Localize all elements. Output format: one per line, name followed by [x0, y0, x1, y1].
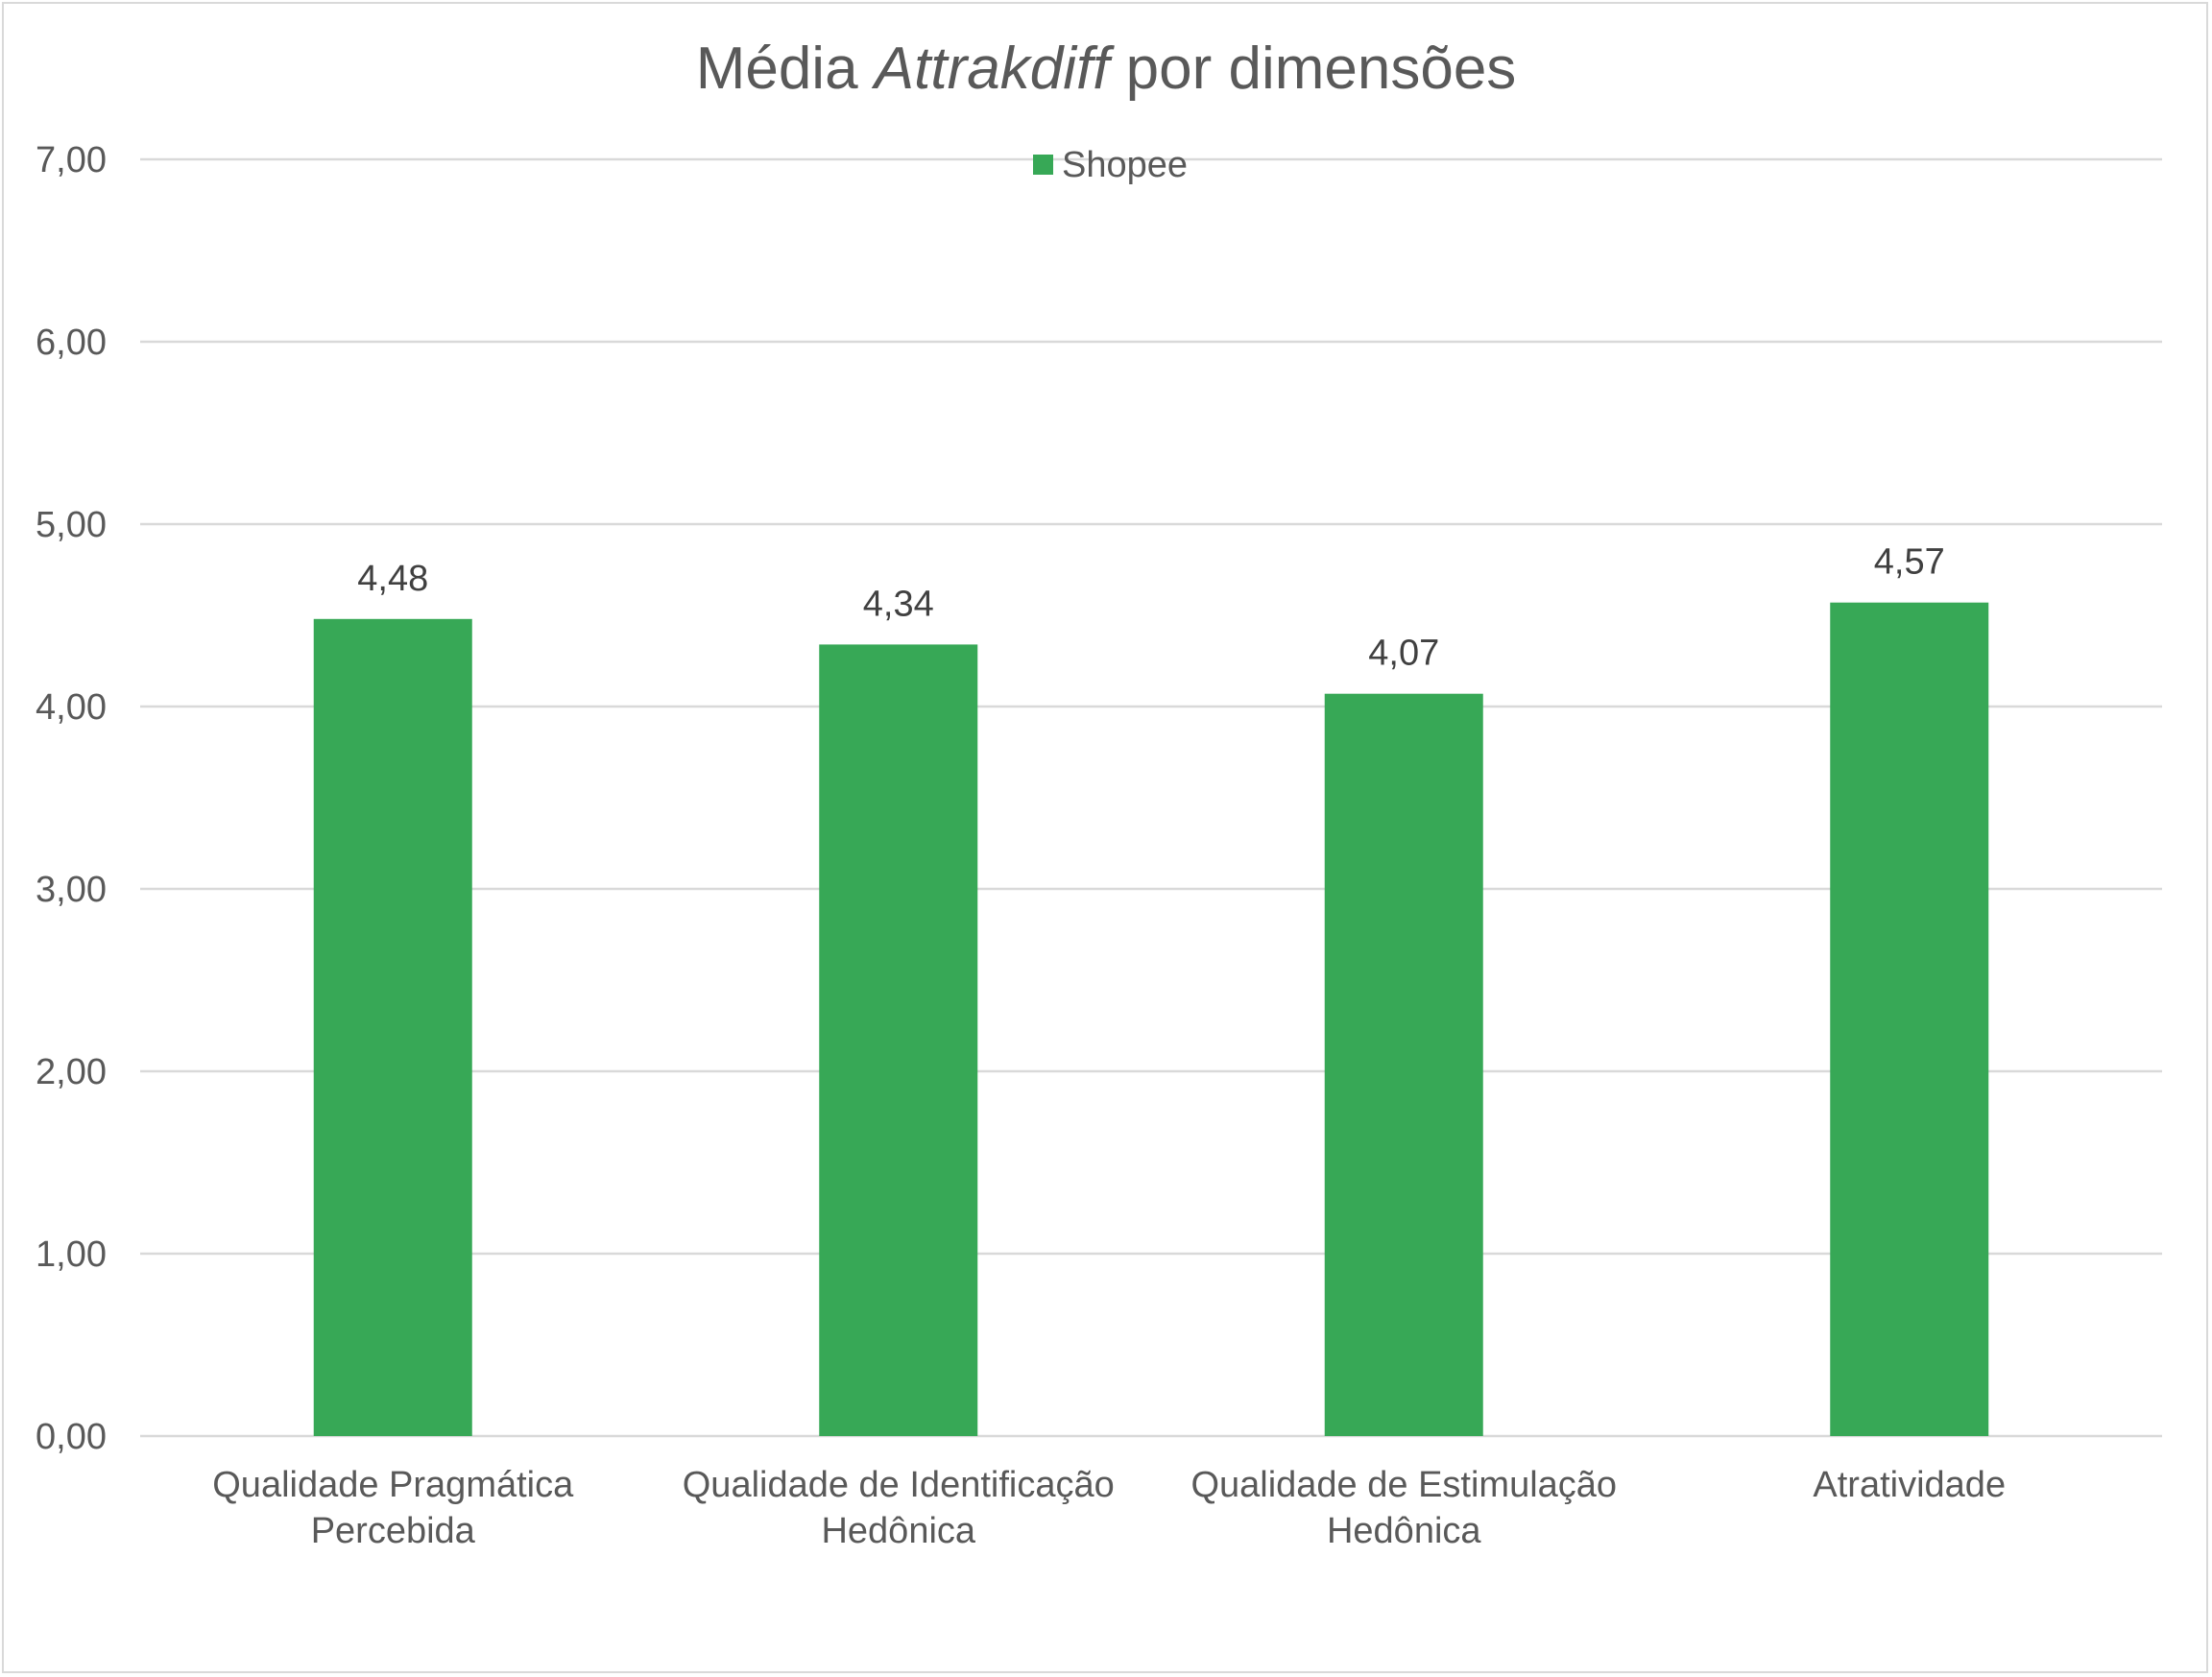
category-label-2: Qualidade de Estimulação Hedônica: [1190, 1465, 1617, 1551]
category-label-0-line-1: Percebida: [311, 1511, 476, 1551]
category-label-1-line-0: Qualidade de Identificação: [683, 1465, 1115, 1505]
y-tick-label-6: 6,00: [36, 323, 107, 363]
chart-title-after: por dimensões: [1109, 36, 1516, 102]
bar-1: [819, 644, 978, 1436]
legend: Shopee: [1033, 145, 1188, 185]
y-tick-label-1: 1,00: [36, 1234, 107, 1275]
legend-swatch-shopee: [1033, 155, 1053, 175]
data-label-2: 4,07: [1368, 634, 1439, 674]
category-label-3-line-0: Atratividade: [1813, 1465, 2006, 1505]
y-tick-label-4: 4,00: [36, 687, 107, 728]
chart-title-italic: Attrakdiff: [871, 36, 1115, 102]
bar-2: [1324, 693, 1483, 1436]
bar-0: [313, 618, 472, 1436]
category-label-1-line-1: Hedônica: [821, 1511, 975, 1551]
chart-title-before: Média: [696, 36, 875, 102]
bars: [313, 602, 1989, 1436]
data-label-3: 4,57: [1874, 542, 1945, 583]
data-label-0: 4,48: [357, 559, 428, 599]
data-label-1: 4,34: [863, 584, 934, 624]
y-axis-tick-labels: 0,00 1,00 2,00 3,00 4,00 5,00 6,00 7,00: [36, 140, 107, 1457]
category-label-0: Qualidade Pragmática Percebida: [212, 1465, 574, 1551]
chart-title: Média Attrakdiff por dimensões: [696, 36, 1517, 102]
category-labels: Qualidade Pragmática Percebida Qualidade d…: [212, 1465, 2006, 1551]
y-tick-label-5: 5,00: [36, 505, 107, 545]
y-tick-label-7: 7,00: [36, 140, 107, 180]
category-label-1: Qualidade de Identificação Hedônica: [683, 1465, 1115, 1551]
category-label-3: Atratividade: [1813, 1465, 2006, 1505]
category-label-2-line-0: Qualidade de Estimulação: [1190, 1465, 1617, 1505]
category-label-0-line-0: Qualidade Pragmática: [212, 1465, 574, 1505]
category-label-2-line-1: Hedônica: [1327, 1511, 1481, 1551]
y-tick-label-3: 3,00: [36, 870, 107, 910]
data-labels: 4,48 4,34 4,07 4,57: [357, 542, 1944, 674]
legend-label-shopee: Shopee: [1062, 145, 1188, 185]
y-tick-label-0: 0,00: [36, 1417, 107, 1457]
gridlines: [140, 157, 2162, 1438]
y-tick-label-2: 2,00: [36, 1052, 107, 1092]
bar-3: [1830, 602, 1989, 1436]
